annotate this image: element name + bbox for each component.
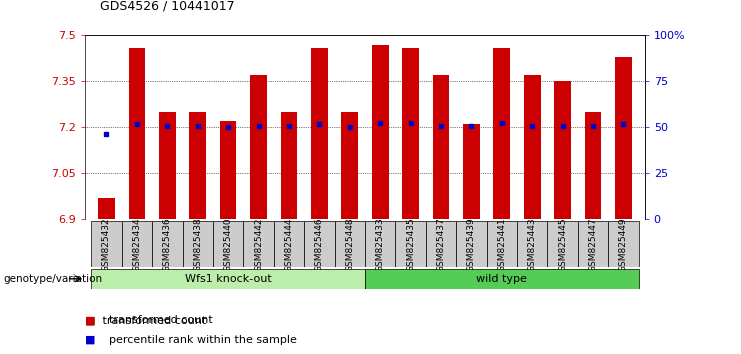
Bar [213,221,243,267]
Bar [334,221,365,267]
Text: percentile rank within the sample: percentile rank within the sample [102,335,296,345]
Bar [456,221,487,267]
Bar [220,121,236,219]
Bar [311,48,328,219]
Bar [365,221,396,267]
Text: GSM825446: GSM825446 [315,217,324,272]
Bar [402,48,419,219]
Text: wild type: wild type [476,274,527,284]
Text: GSM825444: GSM825444 [285,217,293,272]
Text: GSM825447: GSM825447 [588,217,597,272]
Text: GSM825435: GSM825435 [406,217,415,272]
Bar [159,112,176,219]
Text: Wfs1 knock-out: Wfs1 knock-out [185,274,271,284]
Bar [243,221,273,267]
Bar [463,124,479,219]
Bar [487,221,517,267]
Text: genotype/variation: genotype/variation [4,274,103,284]
Text: GSM825433: GSM825433 [376,217,385,272]
Bar [548,221,578,267]
Text: GSM825438: GSM825438 [193,217,202,272]
Bar [517,221,548,267]
Text: GSM825442: GSM825442 [254,217,263,272]
Bar [585,112,602,219]
Bar [128,48,145,219]
Text: ■: ■ [85,315,96,325]
Bar [396,221,426,267]
Bar [190,112,206,219]
Bar [91,221,122,267]
Bar [365,269,639,289]
Bar [433,75,449,219]
Text: GSM825448: GSM825448 [345,217,354,272]
Bar [608,221,639,267]
Text: GSM825434: GSM825434 [133,217,142,272]
Bar [524,75,540,219]
Bar [554,81,571,219]
Bar [98,198,115,219]
Text: GSM825443: GSM825443 [528,217,536,272]
Bar [273,221,304,267]
Text: transformed count: transformed count [102,315,212,325]
Text: GSM825449: GSM825449 [619,217,628,272]
Bar [615,57,632,219]
Text: GSM825437: GSM825437 [436,217,445,272]
Text: GSM825445: GSM825445 [558,217,567,272]
Bar [304,221,334,267]
Bar [152,221,182,267]
Text: GDS4526 / 10441017: GDS4526 / 10441017 [100,0,235,12]
Bar [342,112,358,219]
Bar [494,48,510,219]
Bar [578,221,608,267]
Text: ■  transformed count: ■ transformed count [85,315,207,325]
Text: GSM825441: GSM825441 [497,217,506,272]
Text: ■: ■ [85,335,96,345]
Bar [372,45,388,219]
Text: GSM825439: GSM825439 [467,217,476,272]
Text: GSM825432: GSM825432 [102,217,111,272]
Bar [91,269,365,289]
Bar [250,75,267,219]
Bar [122,221,152,267]
Bar [281,112,297,219]
Text: GSM825436: GSM825436 [163,217,172,272]
Text: GSM825440: GSM825440 [224,217,233,272]
Bar [182,221,213,267]
Bar [426,221,456,267]
